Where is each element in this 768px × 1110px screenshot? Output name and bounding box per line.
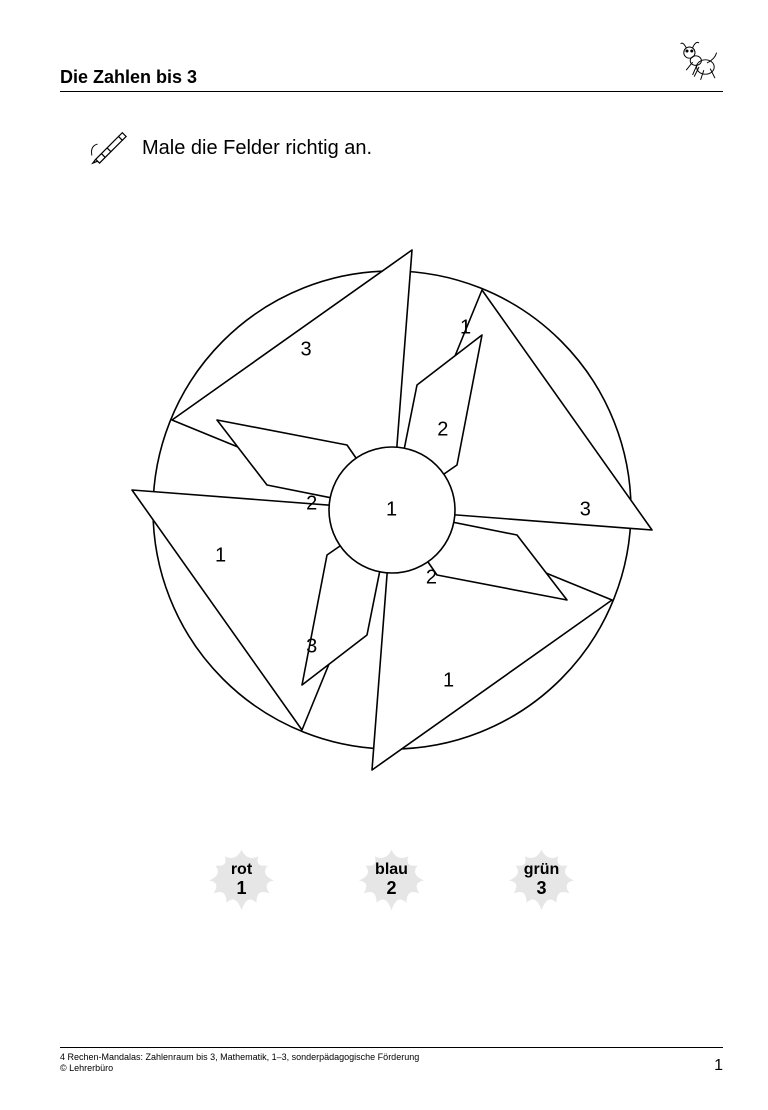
page-title: Die Zahlen bis 3 — [60, 67, 197, 88]
footer-credit: 4 Rechen-Mandalas: Zahlenraum bis 3, Mat… — [60, 1052, 419, 1075]
footer-line2: © Lehrerbüro — [60, 1063, 113, 1073]
color-legend: rot 1 blau 2 grün 3 — [60, 845, 723, 915]
region-label: 2 — [437, 419, 448, 442]
legend-number: 2 — [375, 879, 408, 898]
footer-line1: 4 Rechen-Mandalas: Zahlenraum bis 3, Mat… — [60, 1052, 419, 1062]
crayon-icon — [90, 127, 128, 170]
region-label: 1 — [386, 499, 397, 522]
ant-mascot-icon — [675, 35, 723, 88]
legend-color-label: grün — [524, 862, 560, 879]
legend-item: blau 2 — [344, 845, 439, 915]
region-label: 3 — [300, 339, 311, 362]
region-label: 1 — [443, 670, 454, 693]
legend-number: 1 — [231, 879, 252, 898]
mandala-diagram: 3 1 2 3 2 1 3 1 2 1 — [107, 225, 677, 795]
legend-color-label: blau — [375, 862, 408, 879]
legend-color-label: rot — [231, 862, 252, 879]
legend-item: rot 1 — [194, 845, 289, 915]
legend-number: 3 — [524, 879, 560, 898]
instruction-text: Male die Felder richtig an. — [142, 137, 372, 160]
footer: 4 Rechen-Mandalas: Zahlenraum bis 3, Mat… — [60, 1047, 723, 1075]
worksheet-header: Die Zahlen bis 3 — [60, 35, 723, 92]
page-number: 1 — [714, 1057, 723, 1075]
region-label: 3 — [580, 499, 591, 522]
region-label: 3 — [306, 635, 317, 658]
legend-item: grün 3 — [494, 845, 589, 915]
region-label: 2 — [306, 493, 317, 516]
region-label: 2 — [426, 567, 437, 590]
region-label: 1 — [460, 316, 471, 339]
instruction-row: Male die Felder richtig an. — [90, 127, 723, 170]
region-label: 1 — [215, 544, 226, 567]
